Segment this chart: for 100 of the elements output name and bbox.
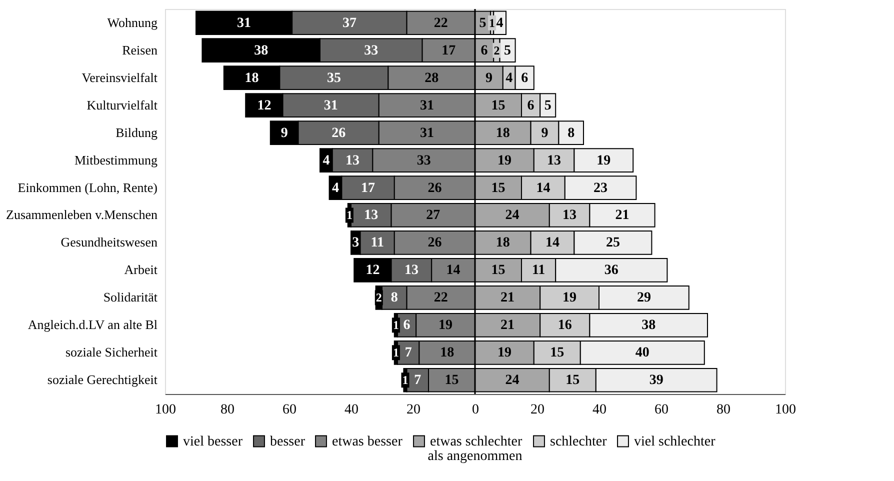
data-label: 6 [527,98,534,114]
data-label: 11 [532,263,546,278]
y-tick-label: Gesundheitswesen [60,234,158,250]
data-label: 3 [352,236,360,251]
data-label: 1 [402,373,408,388]
data-label: 5 [544,98,552,114]
y-tick-label: Solidarität [103,290,158,305]
data-label: 18 [244,70,259,86]
data-label: 11 [370,236,384,251]
data-label: 16 [558,318,572,334]
data-label: 35 [326,70,341,86]
data-label: 15 [444,373,459,388]
data-label: 4 [322,153,330,168]
data-label: 8 [390,290,398,306]
data-label: 24 [505,208,520,224]
data-label: 21 [500,318,515,334]
legend-label: viel schlechter [634,434,716,450]
data-label: 15 [491,180,506,196]
y-tick-label: Einkommen (Lohn, Rente) [18,180,158,195]
x-tick-label: 80 [716,402,730,418]
data-label: 23 [594,180,608,196]
data-label: 14 [536,180,550,196]
data-label: 4 [496,16,504,31]
legend-label: viel besser [183,434,243,450]
y-tick-label: Arbeit [124,262,158,278]
y-tick-label: soziale Sicherheit [65,344,158,360]
x-tick-label: 60 [282,402,296,418]
data-label: 14 [546,236,560,251]
data-label: 40 [635,346,650,361]
data-label: 33 [416,153,431,168]
data-label: 15 [566,373,580,388]
y-tick-label: Bildung [116,124,158,140]
data-label: 31 [237,16,252,31]
y-tick-label: Wohnung [107,14,158,30]
data-label: 9 [485,70,492,86]
data-label: 6 [521,70,528,86]
data-label: 13 [562,208,577,224]
y-tick-label: Mitbestimmung [74,152,158,168]
data-label: 15 [550,346,564,361]
data-label: 8 [568,126,575,141]
data-label: 31 [420,98,434,114]
y-tick-label: Zusammenleben v.Menschen [6,207,158,222]
x-tick-label: 40 [344,402,358,418]
data-label: 1 [489,16,496,30]
data-label: 19 [497,153,512,168]
data-label: 27 [426,208,440,224]
data-label: 12 [366,263,380,278]
data-label: 29 [636,290,651,306]
data-label: 1 [392,346,399,360]
data-label: 17 [442,43,456,58]
y-tick-label: Reisen [122,42,158,58]
data-label: 26 [428,236,442,251]
data-label: 6 [480,43,488,58]
x-tick-label: 100 [775,402,796,418]
legend-label: etwas schlechter [430,434,522,450]
x-tick-label: 100 [155,402,176,418]
data-label: 26 [332,126,346,141]
y-tick-label: Vereinsvielfalt [82,70,158,85]
data-label: 26 [428,180,442,196]
text: als angenommen [428,449,522,464]
data-label: 21 [500,290,515,306]
y-tick-label: soziale Gerechtigkeit [47,372,158,388]
data-label: 5 [479,16,486,31]
data-label: 38 [254,43,268,58]
data-label: 18 [496,236,510,251]
x-tick-label: 20 [406,402,420,418]
data-label: 36 [604,263,618,278]
data-label: 28 [424,70,439,86]
data-label: 31 [324,98,338,114]
data-label: 18 [496,126,510,141]
x-tick-label: 80 [220,402,234,418]
data-label: 15 [491,263,506,278]
data-label: 19 [596,153,611,168]
legend-label: schlechter [550,434,608,450]
x-tick-label: 60 [654,402,668,418]
data-label: 22 [434,16,448,31]
data-label: 6 [403,318,410,334]
data-label: 18 [440,346,454,361]
x-tick-label: 0 [472,402,479,418]
data-label: 13 [364,208,378,224]
data-label: 4 [506,70,513,86]
y-tick-label: Kulturvielfalt [86,97,158,112]
legend-label: besser [270,434,306,450]
data-label: 4 [332,180,339,196]
data-label: 24 [505,373,520,388]
data-label: 14 [446,263,460,278]
data-label: 7 [404,346,412,361]
data-label: 17 [361,180,376,196]
data-label: 37 [342,16,356,31]
x-tick-label: 40 [592,402,606,418]
data-label: 39 [649,373,664,388]
data-label: 13 [547,153,562,168]
data-label: 1 [346,208,352,222]
data-label: 25 [606,236,620,251]
data-label: 13 [346,153,360,168]
data-label: 5 [504,43,512,58]
data-label: 7 [414,373,422,388]
x-tick-label: 20 [530,402,544,418]
data-label: 21 [615,208,630,224]
data-label: 19 [562,290,577,306]
